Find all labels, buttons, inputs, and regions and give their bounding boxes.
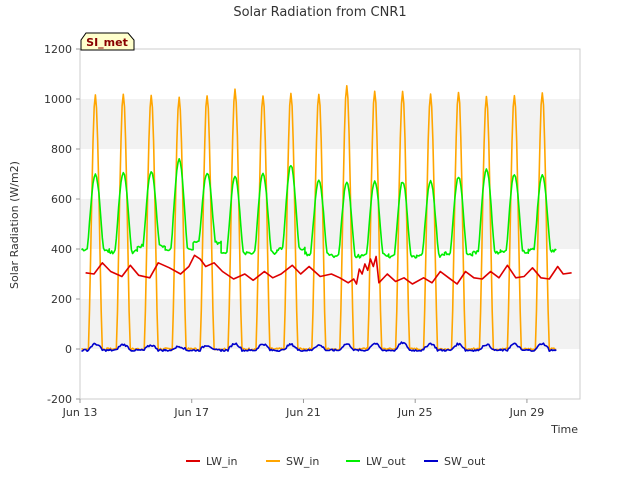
series-line-lw_out xyxy=(80,158,557,259)
grid-band xyxy=(80,149,580,199)
x-axis: Jun 13 Jun 17 Jun 21 Jun 25 Jun 29 xyxy=(62,399,545,419)
series-layer xyxy=(80,85,572,352)
legend: LW_in SW_in LW_out SW_out xyxy=(186,455,486,468)
y-tick-label: 1000 xyxy=(44,93,72,106)
legend-label: SW_out xyxy=(444,455,486,468)
y-tick-label: 200 xyxy=(51,293,72,306)
x-tick-label: Jun 29 xyxy=(509,406,545,419)
chart-title: Solar Radiation from CNR1 xyxy=(233,5,406,20)
station-badge: SI_met xyxy=(80,32,135,51)
x-tick-label: Jun 21 xyxy=(285,406,321,419)
y-tick-label: 400 xyxy=(51,243,72,256)
y-tick-label: 800 xyxy=(51,143,72,156)
series-line-lw_in xyxy=(85,254,572,285)
grid-band xyxy=(80,299,580,349)
legend-label: SW_in xyxy=(286,455,319,468)
grid-band xyxy=(80,49,580,99)
x-tick-label: Jun 25 xyxy=(397,406,433,419)
x-axis-label: Time xyxy=(550,423,578,436)
y-tick-label: 1200 xyxy=(44,43,72,56)
grid-band xyxy=(80,199,580,249)
legend-label: LW_in xyxy=(206,455,238,468)
plot-background xyxy=(80,49,580,399)
badge-shape xyxy=(80,32,135,51)
plot-frame xyxy=(79,48,581,400)
x-tick-label: Jun 17 xyxy=(173,406,209,419)
y-tick-label: 0 xyxy=(65,343,72,356)
y-axis: -200 0 200 400 600 800 1000 1200 xyxy=(44,43,80,406)
series-line-sw_out xyxy=(81,341,557,352)
badge-label: SI_met xyxy=(86,36,128,49)
y-axis-label: Solar Radiation (W/m2) xyxy=(8,161,21,289)
y-tick-label: -200 xyxy=(47,393,72,406)
grid-band xyxy=(80,349,580,399)
grid-band xyxy=(80,99,580,149)
x-tick-label: Jun 13 xyxy=(62,406,98,419)
legend-label: LW_out xyxy=(366,455,406,468)
y-tick-label: 600 xyxy=(51,193,72,206)
